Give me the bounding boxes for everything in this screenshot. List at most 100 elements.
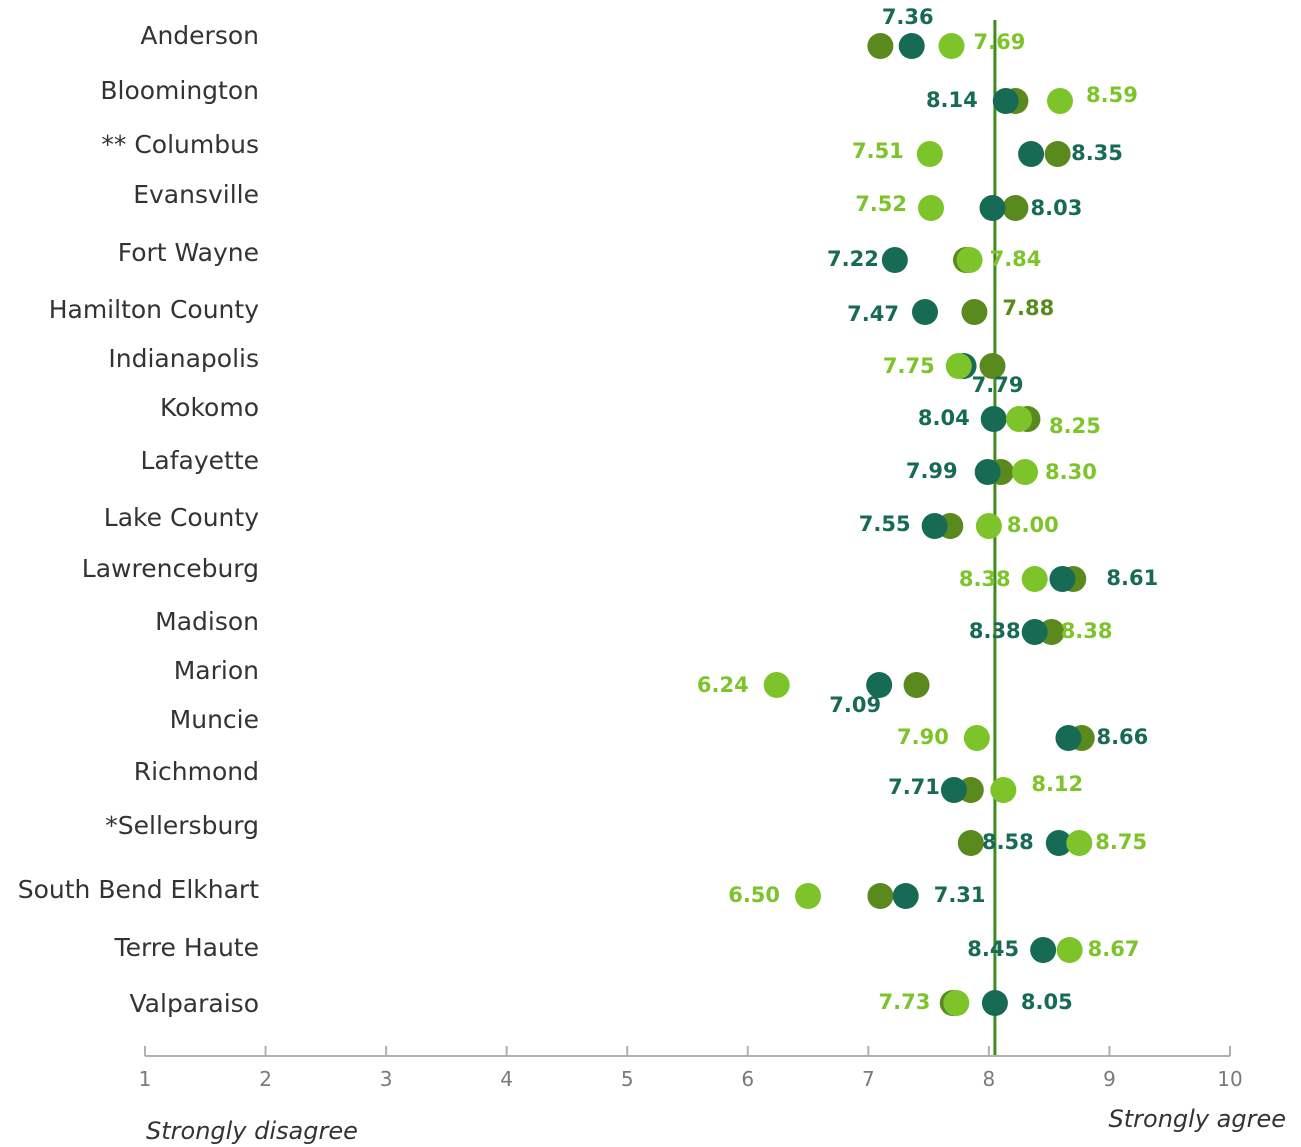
dot-dark-lake-county: [921, 513, 948, 539]
dot-light-kokomo: [1006, 406, 1033, 432]
value-label-light-marion: 6.24: [697, 673, 749, 697]
value-label-light-columbus: 7.51: [852, 139, 904, 163]
dot-dark-anderson: [898, 33, 925, 59]
category-label-fort-wayne: Fort Wayne: [118, 238, 259, 267]
dot-light-south-bend-elkhart: [795, 883, 822, 909]
dot-mid-marion: [903, 672, 930, 698]
x-tick-label-9: 9: [1103, 1067, 1116, 1091]
x-tick-label-6: 6: [741, 1067, 754, 1091]
dot-dark-evansville: [979, 195, 1006, 221]
dot-dark-muncie: [1055, 725, 1082, 751]
value-label-dark-anderson: 7.36: [882, 5, 934, 29]
value-label-dark-bloomington: 8.14: [926, 88, 978, 112]
category-label-anderson: Anderson: [140, 21, 259, 50]
category-label-lawrenceburg: Lawrenceburg: [82, 554, 259, 583]
value-label-light-madison: 8.38: [1061, 619, 1113, 643]
value-label-light-sellersburg: 8.75: [1095, 830, 1147, 854]
category-label-sellersburg: *Sellersburg: [105, 811, 259, 840]
value-label-dark-marion: 7.09: [829, 693, 881, 717]
category-labels: Anderson Bloomington ** Columbus Evansville…: [18, 21, 259, 1018]
value-label-dark-south-bend-elkhart: 7.31: [934, 883, 986, 907]
dot-light-anderson: [938, 33, 965, 59]
dot-light-bloomington: [1047, 88, 1074, 114]
x-tick-label-3: 3: [380, 1067, 393, 1091]
data-points: [763, 33, 1095, 1016]
dot-mid-anderson: [867, 33, 894, 59]
category-label-bloomington: Bloomington: [100, 76, 259, 105]
dot-dark-fort-wayne: [881, 247, 908, 273]
dot-dark-marion: [866, 672, 893, 698]
value-label-light-bloomington: 8.59: [1086, 83, 1138, 107]
dot-mid-hamilton-county: [961, 299, 988, 325]
dot-light-muncie: [963, 725, 990, 751]
dot-light-valparaiso: [943, 990, 970, 1016]
dot-dark-sellersburg: [1045, 830, 1072, 856]
dot-mid-sellersburg: [957, 830, 984, 856]
x-tick-label-4: 4: [500, 1067, 513, 1091]
dot-light-lafayette: [1012, 459, 1039, 485]
value-label-dark-valparaiso: 8.05: [1021, 990, 1073, 1014]
value-label-dark-sellersburg: 8.58: [982, 830, 1034, 854]
category-label-madison: Madison: [155, 607, 259, 636]
dot-light-marion: [763, 672, 790, 698]
value-label-dark-madison: 8.38: [969, 619, 1021, 643]
value-label-light-fort-wayne: 7.84: [990, 247, 1042, 271]
category-label-kokomo: Kokomo: [160, 393, 259, 422]
value-labels: 7.69 8.59 7.51 7.52 7.84 7.75 8.25 8.30 8.00 8.38…: [697, 5, 1158, 1014]
dot-mid-indianapolis: [979, 353, 1006, 379]
category-label-lake-county: Lake County: [104, 503, 259, 532]
dot-dark-madison: [1021, 619, 1048, 645]
value-label-light-evansville: 7.52: [855, 192, 907, 216]
dot-dark-south-bend-elkhart: [892, 883, 919, 909]
dot-mid-evansville: [1002, 195, 1029, 221]
x-tick-label-5: 5: [621, 1067, 634, 1091]
category-label-indianapolis: Indianapolis: [108, 344, 259, 373]
dot-light-columbus: [916, 141, 943, 167]
value-label-light-south-bend-elkhart: 6.50: [728, 883, 780, 907]
value-label-dark-lake-county: 7.55: [859, 512, 911, 536]
category-label-muncie: Muncie: [170, 705, 259, 734]
x-tick-label-10: 10: [1217, 1067, 1242, 1091]
x-axis: 1 2 3 4 5 6 7 8 9 10: [139, 1046, 1243, 1091]
category-label-richmond: Richmond: [134, 757, 259, 786]
dot-dark-kokomo: [980, 406, 1007, 432]
dot-dark-richmond: [940, 777, 967, 803]
dot-dark-valparaiso: [981, 990, 1008, 1016]
value-label-dark-muncie: 8.66: [1096, 725, 1148, 749]
dot-light-richmond: [990, 777, 1017, 803]
x-tick-label-8: 8: [983, 1067, 996, 1091]
value-label-dark-columbus: 8.35: [1071, 141, 1123, 165]
value-label-dark-lawrenceburg: 8.61: [1106, 566, 1158, 590]
dot-dark-lawrenceburg: [1049, 566, 1076, 592]
category-label-south-bend-elkhart: South Bend Elkhart: [18, 875, 259, 904]
value-label-dark-indianapolis: 7.79: [972, 373, 1024, 397]
category-label-columbus: ** Columbus: [101, 130, 259, 159]
value-label-light-kokomo: 8.25: [1049, 414, 1101, 438]
value-label-dark-evansville: 8.03: [1031, 196, 1083, 220]
strongly-disagree-label: Strongly disagree: [146, 1117, 358, 1145]
value-label-dark-hamilton-county: 7.47: [847, 302, 899, 326]
value-label-dark-fort-wayne: 7.22: [827, 247, 879, 271]
value-label-light-indianapolis: 7.75: [883, 354, 935, 378]
dot-dark-lafayette: [974, 459, 1001, 485]
dot-light-indianapolis: [945, 353, 972, 379]
dot-light-terre-haute: [1056, 937, 1083, 963]
x-tick-label-7: 7: [862, 1067, 875, 1091]
category-label-terre-haute: Terre Haute: [114, 933, 259, 962]
dot-dark-columbus: [1018, 141, 1045, 167]
dot-mid-south-bend-elkhart: [867, 883, 894, 909]
category-label-evansville: Evansville: [133, 180, 259, 209]
value-label-light-lake-county: 8.00: [1007, 513, 1059, 537]
category-label-valparaiso: Valparaiso: [130, 989, 259, 1018]
dot-light-lake-county: [975, 513, 1002, 539]
dot-light-lawrenceburg: [1021, 566, 1048, 592]
dot-light-fort-wayne: [956, 247, 983, 273]
value-label-light-lafayette: 8.30: [1045, 460, 1097, 484]
value-label-dark-kokomo: 8.04: [918, 406, 970, 430]
dot-light-evansville: [918, 195, 945, 221]
value-label-light-anderson: 7.69: [974, 30, 1026, 54]
value-label-light-terre-haute: 8.67: [1088, 937, 1140, 961]
value-label-mid-hamilton-county: 7.88: [1002, 296, 1054, 320]
value-label-light-valparaiso: 7.73: [879, 990, 931, 1014]
x-tick-label-1: 1: [139, 1067, 152, 1091]
